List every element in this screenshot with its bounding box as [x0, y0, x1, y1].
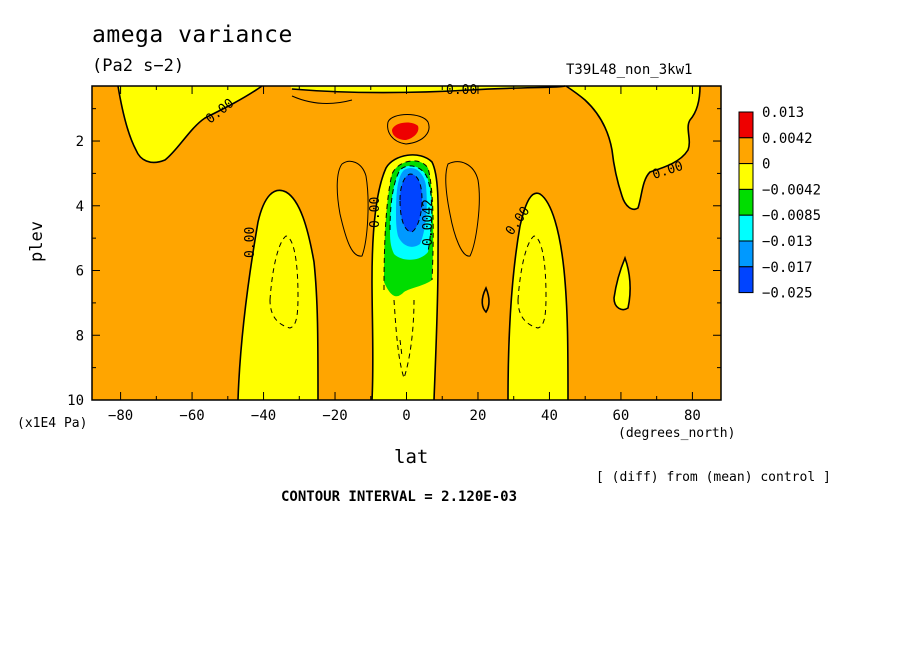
y-axis: 2 4 6 8 10 [67, 108, 721, 409]
zero-contours [117, 85, 701, 401]
colorbar-label: −0.013 [762, 234, 813, 250]
region-west-lobe [238, 190, 318, 400]
contour-label: 0.00 [368, 197, 383, 228]
x-tick-label: −60 [179, 408, 204, 424]
contour-line [336, 160, 369, 257]
x-tick-label: 20 [470, 408, 487, 424]
units-label: (Pa2 s−2) [92, 56, 185, 76]
contour-line [117, 85, 263, 164]
run-name-label: T39L48_non_3kw1 [566, 62, 693, 78]
contour-line [481, 286, 490, 314]
y-units-label: (x1E4 Pa) [17, 416, 88, 431]
colorbar-label: −0.0085 [762, 208, 821, 224]
contour-line [291, 95, 353, 104]
thin-contours [291, 95, 480, 257]
region-top-band [290, 86, 565, 93]
colorbar-swatch [738, 214, 754, 242]
region-equatorial-blue-core [400, 174, 422, 232]
contour-label: 0.00 [243, 227, 258, 258]
plot-area: 0.00 0.00 0.00 0.00 0.00 0.00 0.0042 [91, 83, 722, 401]
colorbar-swatch [738, 188, 754, 216]
region-upper-red-maximum [392, 122, 419, 140]
contour-line [291, 85, 566, 94]
contour-line [237, 189, 319, 401]
y-tick-label: 8 [76, 328, 84, 344]
colorbar-swatch [738, 137, 754, 165]
colorbar-label: 0.013 [762, 105, 804, 121]
contour-line [517, 235, 547, 329]
contour-line [507, 192, 569, 401]
chart-title: amega variance [92, 22, 293, 48]
contour-line [565, 85, 701, 211]
colorbar-label: 0 [762, 157, 770, 173]
colorbar-swatch [738, 163, 754, 190]
y-tick-label: 2 [76, 134, 84, 150]
contour-label: 0.0042 [421, 199, 436, 246]
contour-line [399, 173, 423, 233]
colorbar: 0.013 0.0042 0 −0.0042 −0.0085 −0.013 −0.017 −0… [738, 105, 821, 302]
x-tick-label: 80 [684, 408, 701, 424]
contour-line [399, 339, 403, 357]
region-east-lobe [508, 193, 568, 400]
colorbar-label: −0.025 [762, 286, 813, 302]
x-tick-label: 0 [402, 408, 410, 424]
y-axis-label: plev [27, 221, 47, 262]
negative-contours [269, 160, 547, 380]
x-tick-label: −20 [322, 408, 347, 424]
y-tick-label: 6 [76, 264, 84, 280]
diff-note: [ (diff) from (mean) control ] [596, 470, 831, 485]
x-tick-label: −80 [108, 408, 133, 424]
contour-line [269, 235, 299, 329]
contour-line [387, 114, 430, 145]
region-north-high-lat-patch [614, 258, 631, 310]
contour-interval-label: CONTOUR INTERVAL = 2.120E-03 [281, 489, 518, 505]
x-axis-label: lat [394, 446, 429, 468]
contour-line [389, 165, 433, 253]
x-tick-label: −40 [251, 408, 276, 424]
contour-line [445, 161, 480, 257]
x-axis: −80 −60 −40 −20 0 20 40 60 80 [108, 86, 701, 424]
x-tick-label: 60 [613, 408, 630, 424]
colorbar-swatch [738, 111, 754, 139]
y-tick-label: 4 [76, 199, 84, 215]
region-south-high-lat [118, 86, 262, 163]
contour-line [383, 160, 434, 291]
colorbar-swatch [738, 266, 754, 294]
x-tick-label: 40 [541, 408, 558, 424]
x-units-label: (degrees_north) [618, 426, 736, 441]
colorbar-swatch [738, 240, 754, 268]
colorbar-label: −0.017 [762, 260, 813, 276]
contour-line [613, 255, 631, 311]
contour-line [371, 154, 440, 401]
y-tick-label: 10 [67, 393, 84, 409]
colorbar-label: 0.0042 [762, 131, 813, 147]
contour-label-group: 0.00 0.00 0.00 0.00 0.00 0.00 0.0042 [203, 83, 685, 258]
colorbar-label: −0.0042 [762, 182, 821, 198]
